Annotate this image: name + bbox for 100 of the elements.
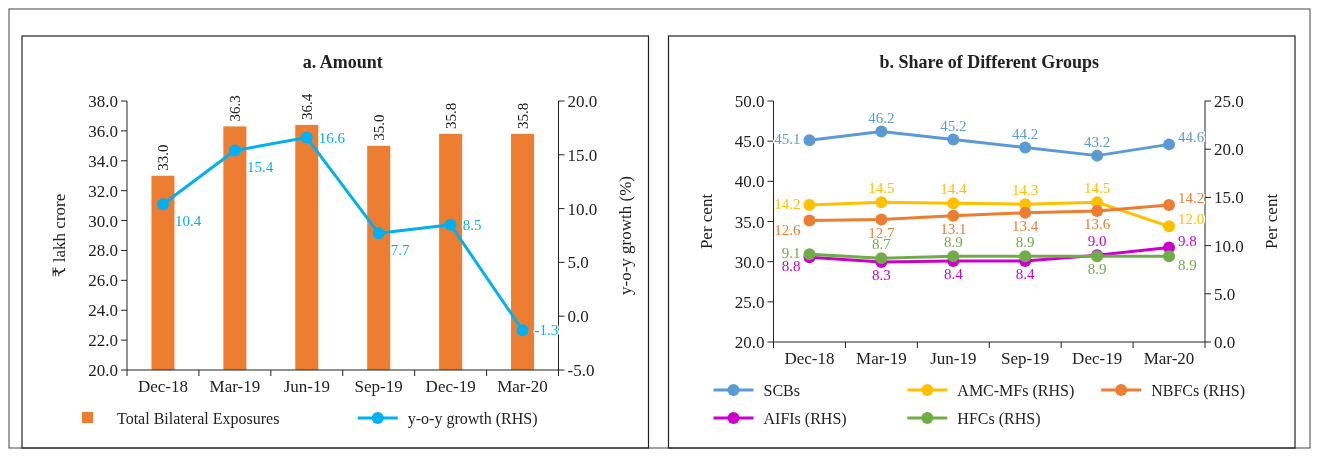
data-label: 13.6	[1084, 215, 1111, 232]
data-label: 13.1	[940, 220, 967, 237]
data-label: 44.2	[1012, 125, 1039, 142]
y-tick-label: 34.0	[88, 151, 118, 171]
point	[1163, 220, 1176, 233]
data-label: 43.2	[1084, 133, 1111, 150]
data-label: 14.2	[774, 196, 801, 213]
y2-tick-label: 20.0	[567, 92, 598, 111]
point	[1019, 141, 1032, 154]
data-label: 9.0	[1087, 233, 1107, 250]
data-label: 8.4	[1015, 266, 1036, 283]
data-label: 35.8	[442, 102, 459, 129]
y2-tick-label: 15.0	[1214, 188, 1244, 208]
x-tick-label: Dec-19	[425, 377, 476, 396]
data-label: 7.7	[390, 242, 410, 259]
legend-label: AIFIs (RHS)	[763, 410, 847, 428]
y-tick-label: 28.0	[88, 241, 118, 261]
point	[875, 125, 888, 138]
data-label: 8.9	[1087, 261, 1107, 278]
y-axis-title: Per cent	[696, 193, 716, 250]
x-tick-label: Mar-19	[856, 349, 907, 368]
x-tick-label: Mar-19	[209, 377, 261, 396]
point	[1163, 199, 1176, 212]
data-label: 9.8	[1178, 232, 1197, 249]
data-label: 44.6	[1178, 129, 1205, 146]
data-label: 14.5	[868, 180, 895, 197]
y-tick-label: 40.0	[734, 172, 765, 192]
y-tick-label: 26.0	[88, 271, 118, 291]
point	[947, 197, 960, 210]
point	[444, 218, 457, 231]
x-tick-label: Mar-20	[497, 377, 548, 396]
point	[803, 214, 816, 227]
y-tick-label: 35.0	[734, 212, 765, 232]
y-tick-label: 50.0	[734, 92, 765, 111]
x-tick-label: Jun-19	[930, 349, 977, 368]
y-tick-label: 24.0	[88, 301, 118, 321]
point	[803, 134, 816, 147]
legend-label: SCBs	[763, 382, 800, 399]
data-label: 12.0	[1178, 211, 1205, 228]
point	[947, 209, 960, 222]
data-label: 35.8	[514, 102, 531, 129]
y-tick-label: 20.0	[88, 361, 118, 380]
y2-tick-label: 25.0	[1214, 92, 1244, 111]
y2-tick-label: 20.0	[1214, 140, 1244, 160]
point	[1163, 250, 1176, 263]
point	[1091, 204, 1104, 217]
data-label: 8.4	[943, 266, 964, 283]
data-label: 8.5	[462, 216, 482, 233]
chart-title: b. Share of Different Groups	[879, 52, 1100, 72]
data-label: 8.9	[1178, 257, 1197, 274]
point	[156, 198, 169, 211]
data-label: 36.4	[298, 93, 315, 120]
x-tick-label: Jun-19	[283, 377, 330, 396]
y2-axis-title: y-o-y growth (%)	[615, 176, 635, 295]
x-tick-label: Sep-19	[1001, 349, 1050, 368]
data-label: 14.5	[1084, 180, 1111, 197]
point	[803, 199, 816, 212]
point	[1163, 138, 1176, 151]
point	[875, 213, 888, 226]
chart-title: a. Amount	[302, 52, 383, 72]
point	[228, 144, 241, 157]
y-tick-label: 36.0	[88, 121, 118, 141]
y2-tick-label: -5.0	[567, 361, 595, 380]
y-tick-label: 38.0	[88, 92, 118, 111]
y2-tick-label: 10.0	[1214, 236, 1244, 256]
point	[516, 324, 529, 337]
y-tick-label: 30.0	[734, 252, 765, 272]
point	[372, 227, 385, 240]
x-tick-label: Dec-18	[784, 349, 835, 368]
y2-tick-label: 0.0	[1214, 333, 1236, 352]
point	[875, 196, 888, 209]
point	[300, 131, 313, 144]
data-label: 35.0	[370, 114, 387, 141]
y-tick-label: 32.0	[88, 181, 118, 201]
y-tick-label: 25.0	[734, 292, 765, 312]
y-tick-label: 22.0	[88, 331, 118, 351]
x-tick-label: Sep-19	[354, 377, 403, 396]
data-label: 14.4	[940, 181, 967, 198]
point	[947, 250, 960, 263]
data-label: 45.2	[940, 117, 967, 134]
x-tick-label: Dec-19	[1072, 349, 1123, 368]
y-tick-label: 45.0	[734, 132, 765, 152]
point	[1019, 250, 1032, 263]
data-label: 12.6	[774, 221, 801, 238]
x-tick-label: Dec-18	[137, 377, 188, 396]
data-label: 45.1	[774, 131, 801, 148]
data-label: 14.3	[1012, 182, 1039, 199]
data-label: 14.2	[1178, 190, 1205, 207]
data-label: 33.0	[154, 144, 171, 171]
legend-label: y-o-y growth (RHS)	[407, 410, 538, 428]
legend-label: HFCs (RHS)	[957, 410, 1041, 428]
data-label: 8.9	[943, 234, 963, 251]
y-axis-title: ₹ lakh crore	[50, 193, 69, 278]
y2-tick-label: 5.0	[1214, 284, 1236, 304]
point	[1091, 149, 1104, 162]
point	[947, 133, 960, 146]
legend-label: Total Bilateral Exposures	[117, 410, 280, 428]
data-label: 10.4	[174, 213, 202, 230]
legend-label: NBFCs (RHS)	[1151, 382, 1245, 400]
data-label: 46.2	[868, 109, 895, 126]
